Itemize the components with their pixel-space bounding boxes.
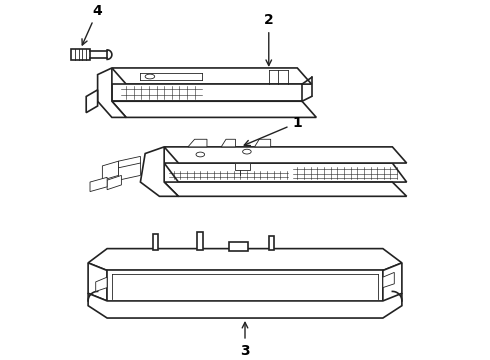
Text: 2: 2 (264, 13, 273, 66)
Polygon shape (112, 84, 302, 101)
Polygon shape (254, 139, 270, 147)
Polygon shape (88, 263, 107, 301)
Text: 4: 4 (82, 4, 102, 45)
Polygon shape (383, 273, 394, 288)
Text: 1: 1 (244, 116, 302, 145)
Polygon shape (71, 49, 90, 60)
Polygon shape (141, 147, 178, 196)
Polygon shape (96, 277, 107, 291)
Polygon shape (86, 90, 98, 113)
Polygon shape (188, 139, 207, 147)
Polygon shape (107, 270, 383, 306)
Text: 3: 3 (240, 322, 250, 358)
Polygon shape (102, 161, 119, 180)
Polygon shape (236, 163, 250, 170)
Polygon shape (229, 242, 248, 252)
Polygon shape (164, 163, 407, 182)
Polygon shape (164, 147, 407, 163)
Polygon shape (88, 249, 402, 270)
Polygon shape (221, 139, 236, 147)
Polygon shape (88, 293, 402, 318)
Polygon shape (269, 236, 274, 249)
Polygon shape (90, 177, 107, 192)
Polygon shape (112, 68, 312, 84)
Polygon shape (119, 156, 141, 180)
Polygon shape (112, 101, 317, 117)
Polygon shape (164, 182, 407, 196)
Polygon shape (153, 234, 158, 249)
Polygon shape (197, 233, 203, 249)
Polygon shape (107, 175, 122, 190)
Polygon shape (98, 68, 126, 117)
Polygon shape (383, 263, 402, 306)
